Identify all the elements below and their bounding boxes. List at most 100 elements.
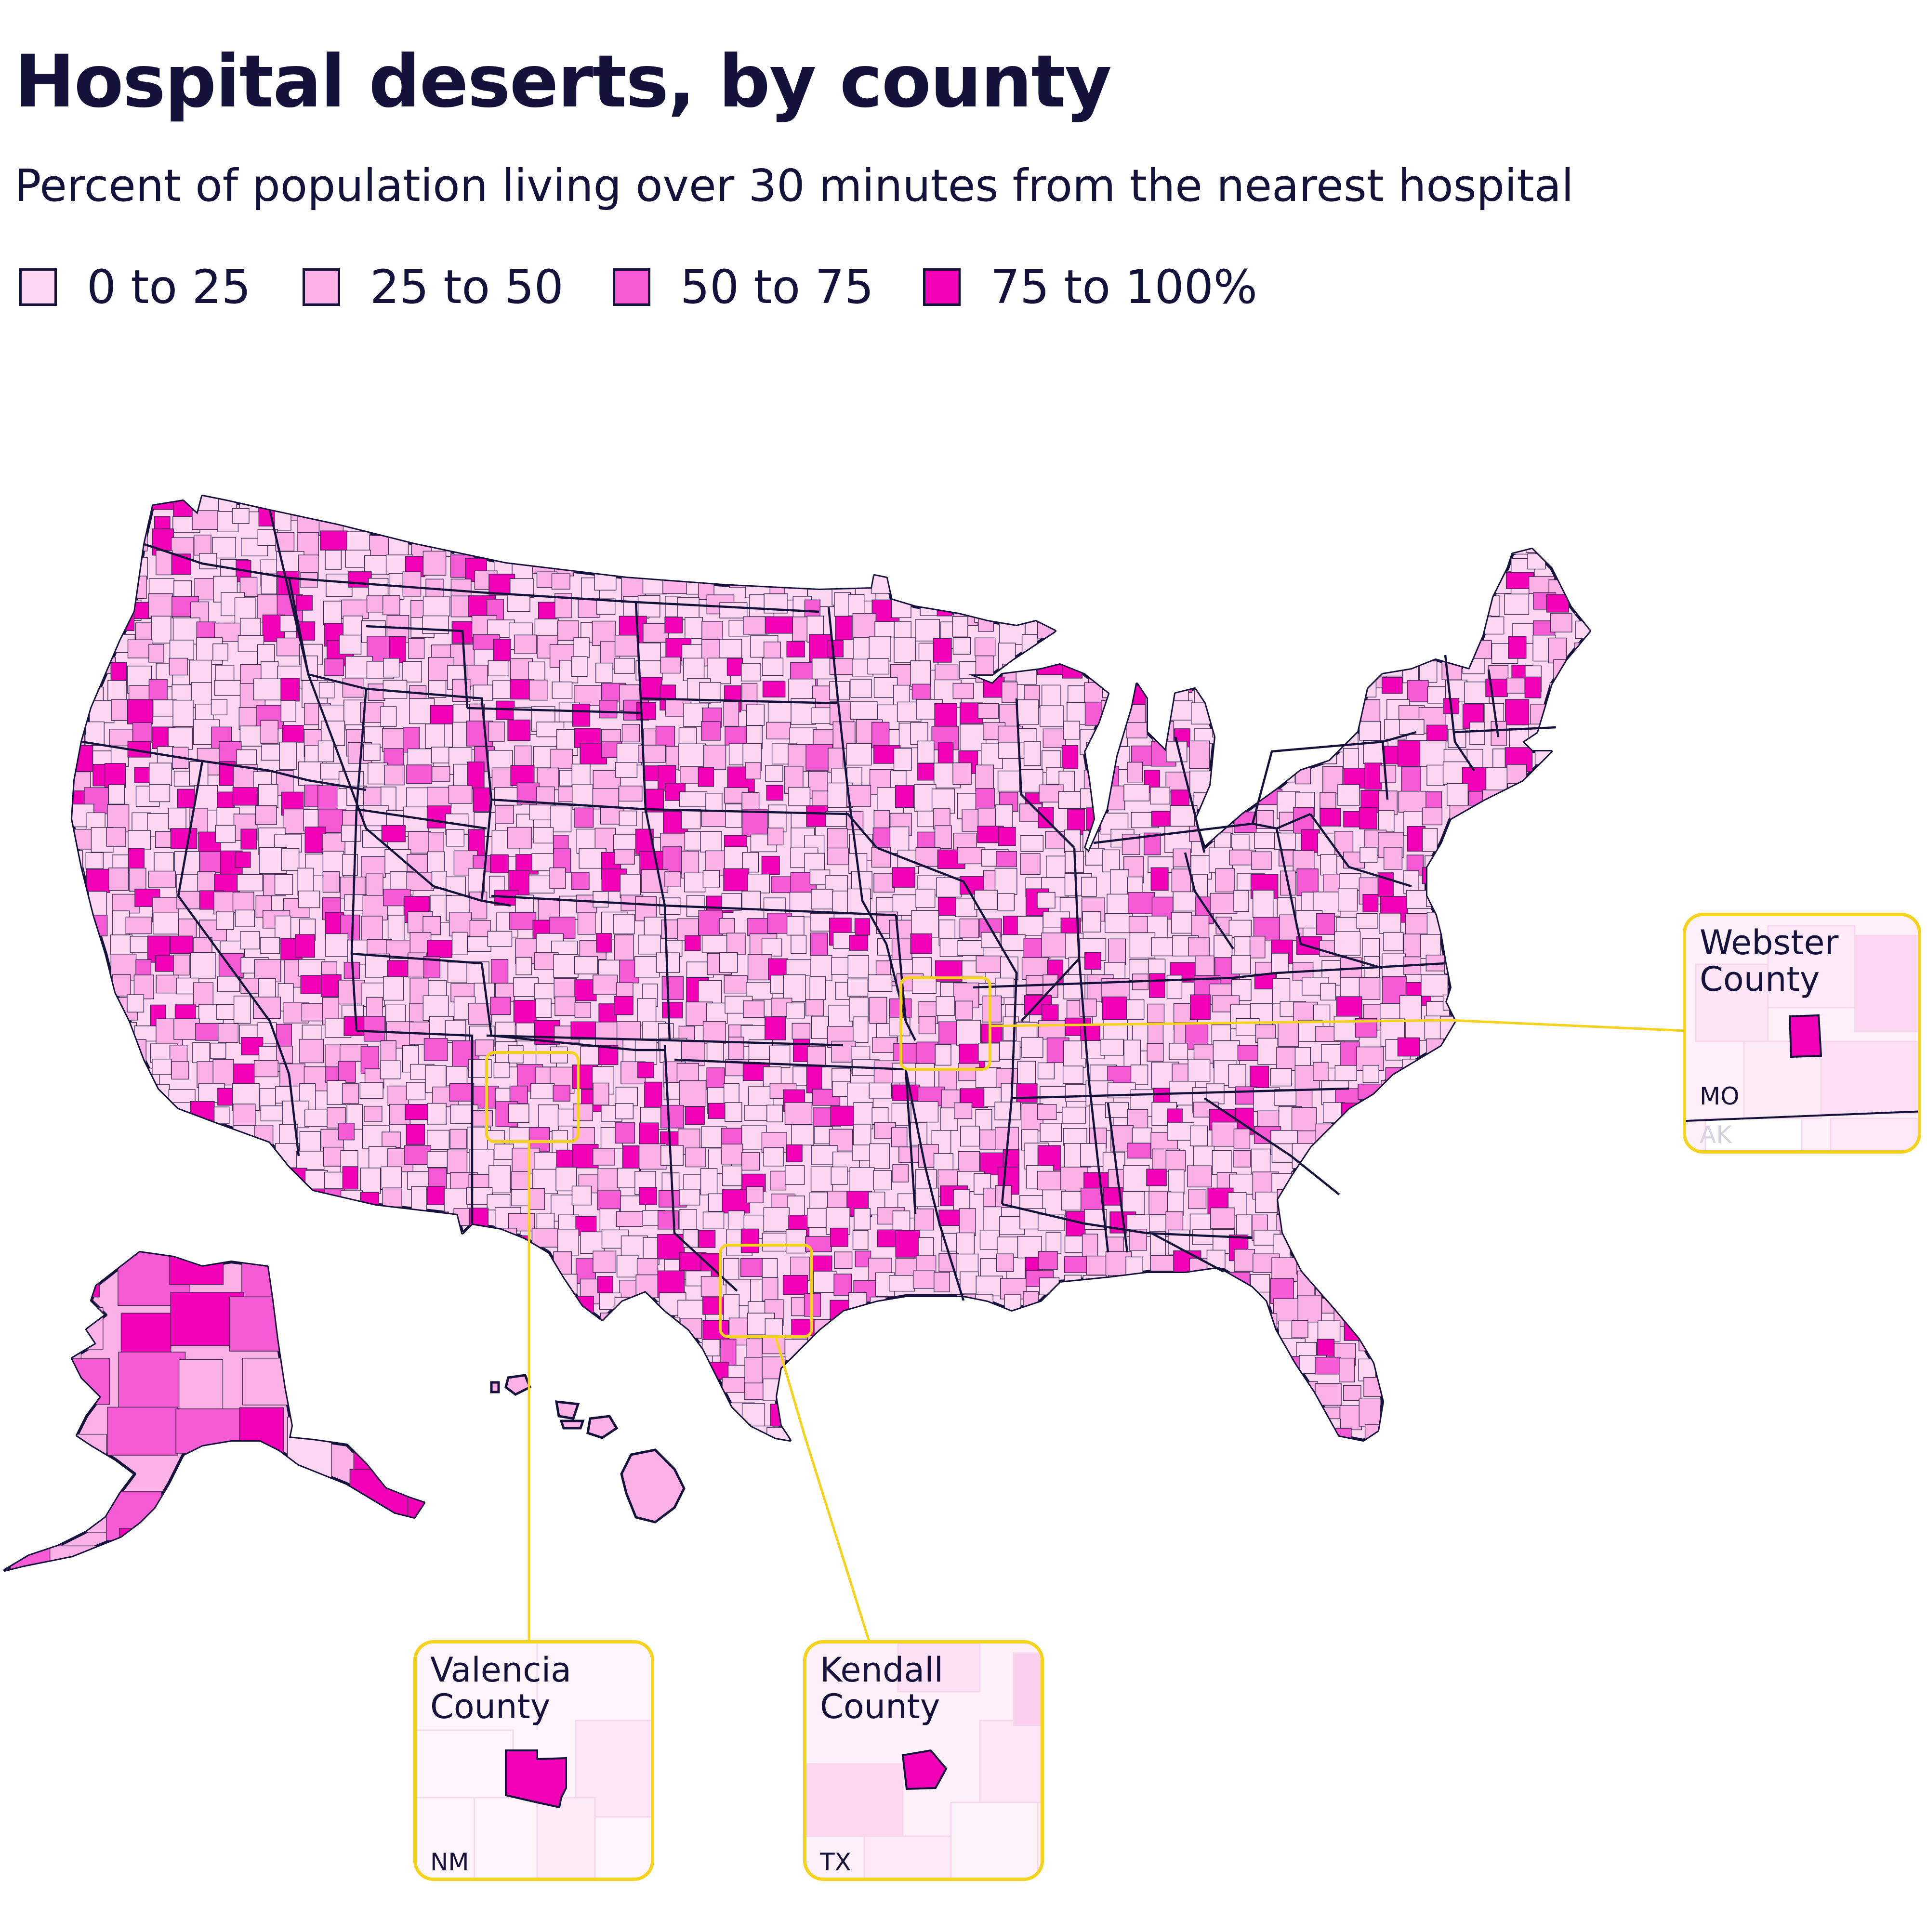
county	[1422, 807, 1443, 826]
county	[1428, 613, 1456, 631]
county	[1188, 1059, 1211, 1082]
county	[910, 660, 931, 687]
county	[531, 496, 554, 507]
county	[722, 1189, 750, 1214]
county	[1595, 959, 1616, 986]
county	[557, 1229, 579, 1256]
county	[703, 496, 723, 520]
county	[402, 1318, 420, 1345]
county	[1444, 938, 1471, 963]
county	[443, 511, 465, 538]
county	[1381, 677, 1403, 694]
county	[1492, 1300, 1516, 1323]
county	[679, 1080, 707, 1107]
county	[1066, 1211, 1086, 1238]
county	[1360, 1191, 1377, 1217]
county	[295, 1216, 313, 1245]
county	[655, 496, 675, 519]
county	[898, 1354, 914, 1380]
county	[593, 1250, 617, 1273]
county	[935, 512, 961, 536]
county	[1271, 1399, 1299, 1423]
county	[761, 938, 782, 957]
county	[975, 1342, 994, 1358]
callout-kendall-county: Kendall County TX	[803, 1640, 1044, 1881]
county	[323, 1295, 345, 1316]
county	[1398, 571, 1423, 597]
county	[703, 745, 726, 770]
county	[1575, 1383, 1590, 1403]
county	[282, 724, 304, 743]
county	[430, 513, 456, 533]
county	[827, 847, 849, 866]
county	[446, 1402, 475, 1421]
county	[719, 918, 735, 934]
county	[258, 1164, 276, 1185]
county	[701, 1403, 728, 1429]
county	[1337, 657, 1359, 683]
county	[1276, 699, 1301, 717]
county	[770, 1404, 796, 1427]
county	[661, 976, 684, 1000]
county	[332, 1371, 395, 1423]
county	[722, 1165, 742, 1186]
county	[827, 828, 848, 850]
county	[1532, 1250, 1554, 1272]
county	[1253, 917, 1280, 941]
county	[637, 1062, 654, 1078]
county	[1385, 507, 1403, 524]
county	[1037, 496, 1062, 510]
county	[240, 828, 257, 850]
county	[832, 1385, 856, 1410]
county	[1192, 531, 1217, 552]
county	[644, 1081, 662, 1108]
county	[219, 1130, 242, 1149]
county	[1127, 1143, 1151, 1159]
county	[118, 1352, 186, 1415]
county	[1576, 537, 1590, 554]
county	[617, 1338, 637, 1359]
county	[216, 1004, 235, 1020]
county	[125, 917, 152, 934]
county	[854, 918, 871, 935]
county	[552, 681, 573, 699]
county	[465, 515, 485, 539]
county	[427, 1103, 447, 1125]
county	[423, 1361, 441, 1378]
county	[1553, 910, 1580, 935]
county	[639, 1342, 658, 1365]
county	[111, 1230, 130, 1252]
county	[998, 827, 1016, 846]
county	[1021, 1037, 1043, 1058]
county	[1489, 1252, 1517, 1276]
county	[1150, 787, 1171, 805]
county	[1595, 614, 1621, 635]
county	[953, 1102, 973, 1119]
county	[1256, 1403, 1277, 1427]
county	[936, 996, 955, 1016]
county	[1400, 1256, 1423, 1284]
county	[383, 1206, 401, 1235]
county	[1463, 1299, 1488, 1322]
county	[1106, 559, 1134, 582]
county	[149, 784, 171, 802]
county	[700, 1168, 718, 1196]
county	[257, 529, 278, 546]
county	[107, 496, 133, 508]
county	[148, 870, 176, 888]
county	[1421, 1337, 1447, 1357]
county	[1461, 979, 1484, 1006]
county	[1080, 1143, 1107, 1167]
county	[1592, 1109, 1610, 1136]
county	[129, 1173, 150, 1200]
county	[1337, 784, 1360, 806]
county	[662, 572, 690, 594]
county	[869, 1143, 890, 1169]
county	[1492, 1399, 1520, 1422]
county	[597, 1190, 621, 1210]
county	[810, 933, 828, 956]
county	[1449, 1425, 1473, 1440]
county	[1378, 1214, 1406, 1235]
county	[1186, 1426, 1210, 1440]
county	[1110, 1318, 1129, 1335]
